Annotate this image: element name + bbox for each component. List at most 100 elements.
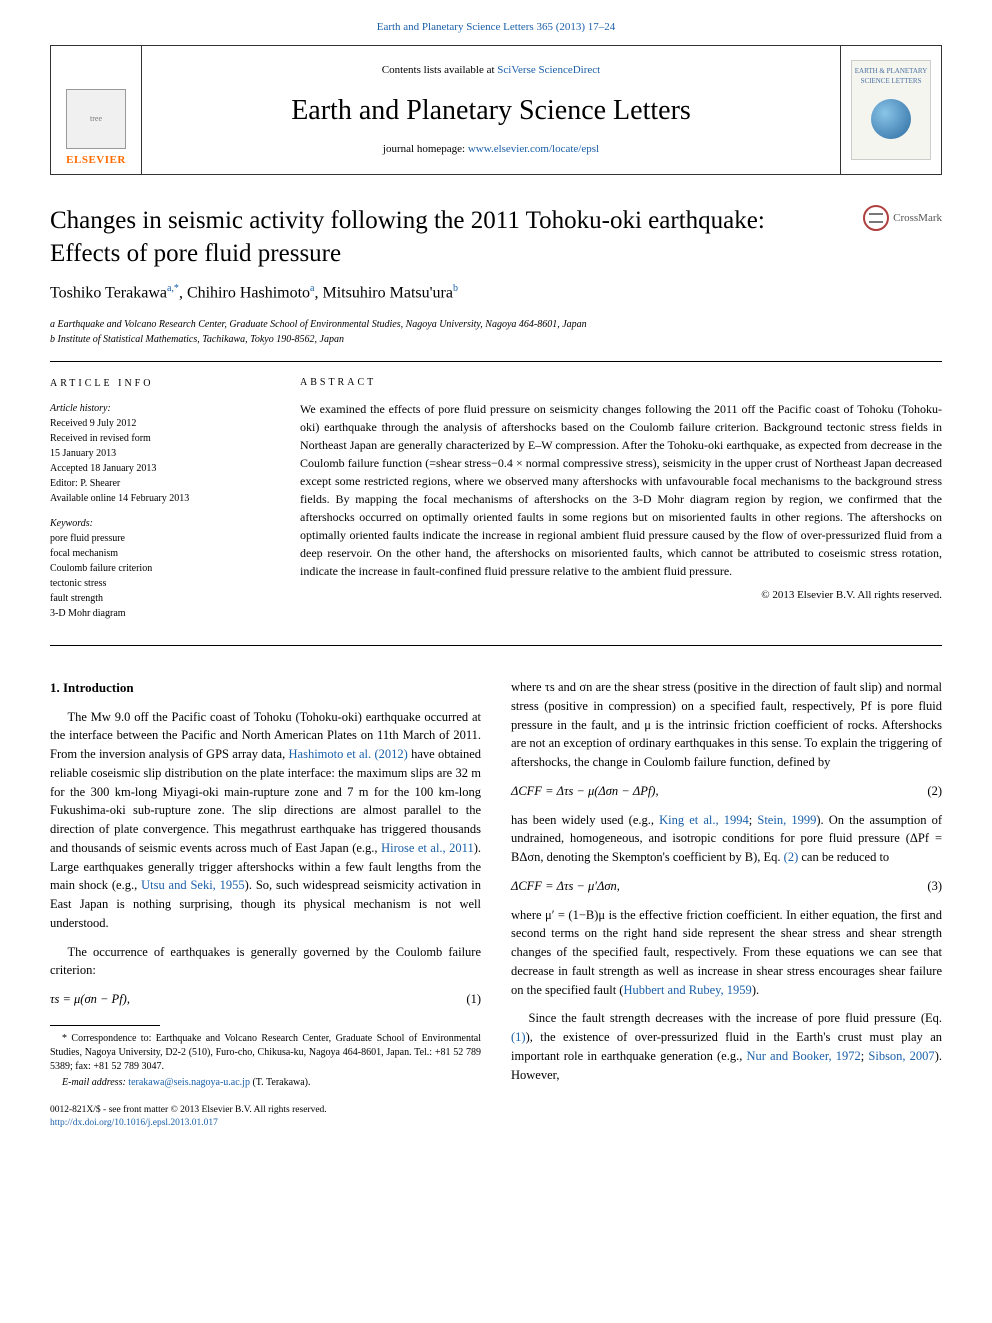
equation-1: τs = μ(σn − Pf),	[50, 990, 130, 1009]
abstract-col: ABSTRACT We examined the effects of pore…	[300, 376, 942, 631]
ref-stein-1999[interactable]: Stein, 1999	[757, 813, 816, 827]
publisher-box: tree ELSEVIER	[51, 46, 141, 174]
ref-nur-booker-1972[interactable]: Nur and Booker, 1972	[746, 1049, 860, 1063]
keyword-5: fault strength	[50, 591, 270, 606]
p6a: Since the fault strength decreases with …	[529, 1011, 943, 1025]
history-received: Received 9 July 2012	[50, 416, 270, 431]
ref-utsu-seki-1955[interactable]: Utsu and Seki, 1955	[141, 878, 245, 892]
equation-3: ΔCFF = Δτs − μ′Δσn,	[511, 877, 620, 896]
keyword-3: Coulomb failure criterion	[50, 561, 270, 576]
crossmark-badge[interactable]: CrossMark	[863, 205, 942, 231]
cover-box: EARTH & PLANETARY SCIENCE LETTERS	[841, 46, 941, 174]
equation-1-number: (1)	[466, 990, 481, 1009]
divider-top	[50, 361, 942, 362]
citation-header: Earth and Planetary Science Letters 365 …	[50, 20, 942, 35]
eqref-2[interactable]: (2)	[784, 850, 799, 864]
ref-king-1994[interactable]: King et al., 1994	[659, 813, 749, 827]
column-right: where τs and σn are the shear stress (po…	[511, 678, 942, 1130]
affiliation-a: a Earthquake and Volcano Research Center…	[50, 317, 942, 332]
para-1: The Mw 9.0 off the Pacific coast of Toho…	[50, 708, 481, 933]
para-2: The occurrence of earthquakes is general…	[50, 943, 481, 981]
article-title: Changes in seismic activity following th…	[50, 205, 810, 270]
meta-abstract-row: ARTICLE INFO Article history: Received 9…	[50, 376, 942, 631]
crossmark-icon	[863, 205, 889, 231]
elsevier-tree-icon: tree	[66, 89, 126, 149]
contents-line: Contents lists available at SciVerse Sci…	[382, 63, 600, 78]
authors-line: Toshiko Terakawaa,*, Chihiro Hashimotoa,…	[50, 282, 942, 305]
history-block: Article history: Received 9 July 2012 Re…	[50, 401, 270, 506]
equation-3-row: ΔCFF = Δτs − μ′Δσn, (3)	[511, 877, 942, 896]
email-label: E-mail address:	[62, 1077, 128, 1088]
para-3: where τs and σn are the shear stress (po…	[511, 678, 942, 772]
banner-center: Contents lists available at SciVerse Sci…	[141, 46, 841, 174]
equation-1-row: τs = μ(σn − Pf), (1)	[50, 990, 481, 1009]
email-who: (T. Terakawa).	[250, 1077, 311, 1088]
affiliation-b: b Institute of Statistical Mathematics, …	[50, 332, 942, 347]
author-3: Mitsuhiro Matsu'ura	[323, 285, 453, 302]
body-columns: 1. Introduction The Mw 9.0 off the Pacif…	[50, 678, 942, 1130]
abstract-label: ABSTRACT	[300, 376, 942, 390]
footnote-email: E-mail address: terakawa@seis.nagoya-u.a…	[50, 1076, 481, 1090]
ref-hubbert-rubey-1959[interactable]: Hubbert and Rubey, 1959	[623, 983, 751, 997]
author-3-sup[interactable]: b	[453, 283, 458, 294]
article-info-col: ARTICLE INFO Article history: Received 9…	[50, 376, 270, 631]
keywords-label: Keywords:	[50, 516, 270, 531]
author-2: Chihiro Hashimoto	[187, 285, 310, 302]
contents-prefix: Contents lists available at	[382, 64, 497, 76]
citation-link[interactable]: Earth and Planetary Science Letters 365 …	[377, 21, 616, 33]
sciencedirect-link[interactable]: SciVerse ScienceDirect	[497, 64, 600, 76]
ref-hashimoto-2012[interactable]: Hashimoto et al. (2012)	[289, 747, 408, 761]
title-row: Changes in seismic activity following th…	[50, 205, 942, 270]
journal-cover-icon: EARTH & PLANETARY SCIENCE LETTERS	[851, 60, 931, 160]
homepage-line: journal homepage: www.elsevier.com/locat…	[383, 142, 599, 157]
column-left: 1. Introduction The Mw 9.0 off the Pacif…	[50, 678, 481, 1130]
equation-2-row: ΔCFF = Δτs − μ(Δσn − ΔPf), (2)	[511, 782, 942, 801]
keywords-block: Keywords: pore fluid pressure focal mech…	[50, 516, 270, 621]
ref-hirose-2011[interactable]: Hirose et al., 2011	[381, 841, 474, 855]
p1b: have obtained reliable coseismic slip di…	[50, 747, 481, 855]
p4c: can be reduced to	[798, 850, 889, 864]
para-5: where μ′ = (1−B)μ is the effective frict…	[511, 906, 942, 1000]
doi-link[interactable]: http://dx.doi.org/10.1016/j.epsl.2013.01…	[50, 1118, 218, 1128]
author-2-sup[interactable]: a	[310, 283, 314, 294]
p4a: has been widely used (e.g.,	[511, 813, 659, 827]
footnote-correspondence: * Correspondence to: Earthquake and Volc…	[50, 1032, 481, 1074]
p5b: ).	[752, 983, 759, 997]
homepage-prefix: journal homepage:	[383, 143, 468, 155]
bottom-info: 0012-821X/$ - see front matter © 2013 El…	[50, 1104, 481, 1131]
divider-bottom	[50, 645, 942, 646]
abstract-copyright: © 2013 Elsevier B.V. All rights reserved…	[300, 588, 942, 603]
equation-2-number: (2)	[927, 782, 942, 801]
para-6: Since the fault strength decreases with …	[511, 1009, 942, 1084]
email-link[interactable]: terakawa@seis.nagoya-u.ac.jp	[128, 1077, 250, 1088]
history-revised-2: 15 January 2013	[50, 446, 270, 461]
abstract-text: We examined the effects of pore fluid pr…	[300, 400, 942, 580]
affiliations: a Earthquake and Volcano Research Center…	[50, 317, 942, 347]
homepage-link[interactable]: www.elsevier.com/locate/epsl	[468, 143, 599, 155]
ref-sibson-2007[interactable]: Sibson, 2007	[868, 1049, 934, 1063]
journal-title: Earth and Planetary Science Letters	[291, 91, 691, 130]
intro-heading: 1. Introduction	[50, 678, 481, 698]
crossmark-label: CrossMark	[893, 211, 942, 226]
author-1: Toshiko Terakawa	[50, 285, 167, 302]
front-matter-line: 0012-821X/$ - see front matter © 2013 El…	[50, 1104, 481, 1117]
para-4: has been widely used (e.g., King et al.,…	[511, 811, 942, 867]
keyword-4: tectonic stress	[50, 576, 270, 591]
footnotes: * Correspondence to: Earthquake and Volc…	[50, 1032, 481, 1090]
equation-2: ΔCFF = Δτs − μ(Δσn − ΔPf),	[511, 782, 659, 801]
publisher-name: ELSEVIER	[66, 153, 126, 168]
equation-3-number: (3)	[927, 877, 942, 896]
keyword-2: focal mechanism	[50, 546, 270, 561]
history-label: Article history:	[50, 401, 270, 416]
journal-banner: tree ELSEVIER Contents lists available a…	[50, 45, 942, 175]
history-accepted: Accepted 18 January 2013	[50, 461, 270, 476]
author-1-sup[interactable]: a,*	[167, 283, 179, 294]
cover-title-text: EARTH & PLANETARY SCIENCE LETTERS	[852, 67, 930, 87]
eqref-1[interactable]: (1)	[511, 1030, 526, 1044]
article-info-label: ARTICLE INFO	[50, 376, 270, 391]
keyword-6: 3-D Mohr diagram	[50, 606, 270, 621]
history-revised-1: Received in revised form	[50, 431, 270, 446]
history-online: Available online 14 February 2013	[50, 491, 270, 506]
globe-icon	[871, 99, 911, 139]
footnote-rule	[50, 1025, 160, 1026]
